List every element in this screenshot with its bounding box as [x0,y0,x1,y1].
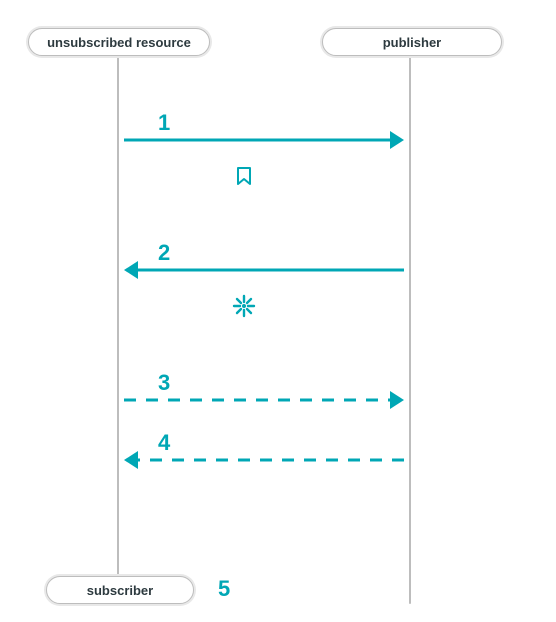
bookmark-icon [238,168,250,184]
step-1: 1 [158,110,170,136]
message-3-arrowhead [390,391,404,409]
step-2: 2 [158,240,170,266]
message-4-arrowhead [124,451,138,469]
step-5-label: 5 [218,576,230,601]
step-5: 5 [218,576,230,602]
message-1-arrowhead [390,131,404,149]
arrows-layer [0,0,556,622]
step-3: 3 [158,370,170,396]
message-2-arrowhead [124,261,138,279]
spark-icon [234,296,254,316]
sequence-diagram: { "diagram": { "width": 556, "height": 6… [0,0,556,622]
step-4: 4 [158,430,170,456]
